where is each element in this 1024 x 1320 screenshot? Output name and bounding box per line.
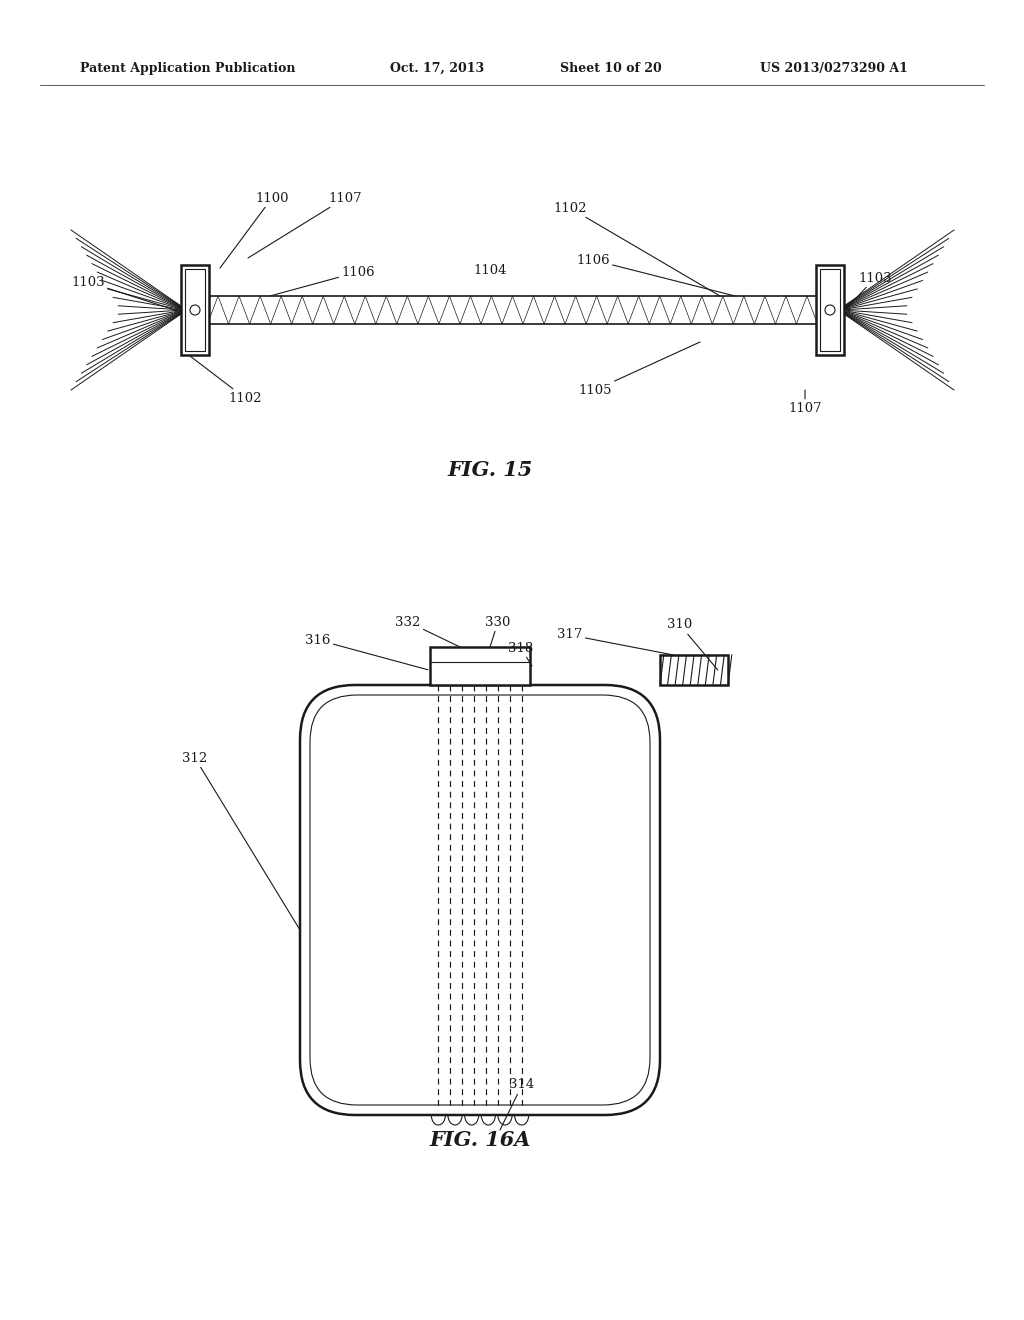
Text: 310: 310 xyxy=(668,619,718,671)
Bar xyxy=(430,647,530,685)
Text: 314: 314 xyxy=(500,1078,535,1130)
Text: 318: 318 xyxy=(508,642,534,667)
Bar xyxy=(820,269,840,351)
Bar xyxy=(660,655,728,685)
Bar xyxy=(181,265,209,355)
FancyBboxPatch shape xyxy=(300,685,660,1115)
Text: 316: 316 xyxy=(305,634,428,669)
Text: 332: 332 xyxy=(395,615,460,647)
Text: FIG. 16A: FIG. 16A xyxy=(429,1130,530,1150)
Text: 1100: 1100 xyxy=(220,191,289,268)
Text: 330: 330 xyxy=(485,615,511,647)
Text: Patent Application Publication: Patent Application Publication xyxy=(80,62,296,75)
Circle shape xyxy=(190,305,200,315)
Text: 1107: 1107 xyxy=(248,191,361,257)
Text: FIG. 15: FIG. 15 xyxy=(447,459,532,480)
Text: 1106: 1106 xyxy=(270,265,375,296)
Text: 1105: 1105 xyxy=(579,342,700,396)
Text: Oct. 17, 2013: Oct. 17, 2013 xyxy=(390,62,484,75)
Bar xyxy=(185,269,205,351)
Text: 1107: 1107 xyxy=(788,389,822,414)
Text: 1102: 1102 xyxy=(553,202,720,296)
Text: 1106: 1106 xyxy=(577,253,735,296)
Text: 1102: 1102 xyxy=(190,356,262,404)
Text: US 2013/0273290 A1: US 2013/0273290 A1 xyxy=(760,62,908,75)
Text: 1103: 1103 xyxy=(845,272,892,310)
Bar xyxy=(816,265,844,355)
Text: 1104: 1104 xyxy=(473,264,507,277)
Circle shape xyxy=(825,305,835,315)
Text: 317: 317 xyxy=(557,628,674,655)
Text: 1103: 1103 xyxy=(72,276,175,310)
Text: Sheet 10 of 20: Sheet 10 of 20 xyxy=(560,62,662,75)
Text: 312: 312 xyxy=(182,751,300,931)
